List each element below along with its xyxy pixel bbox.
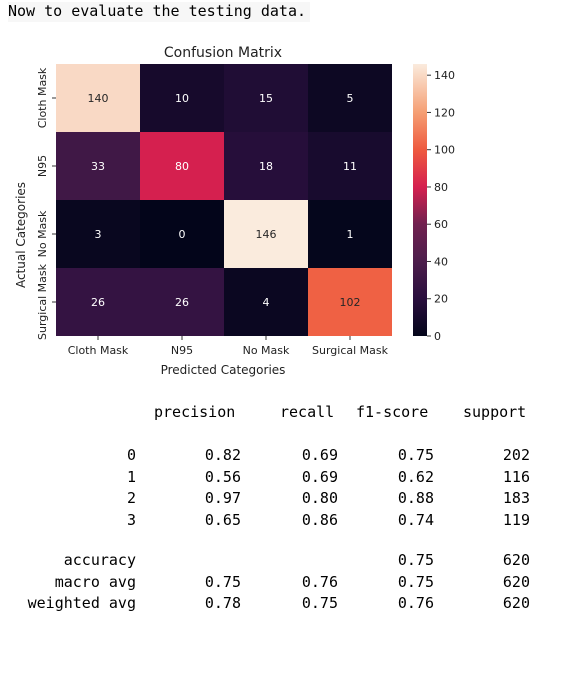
x-tick-labels: Cloth Mask N95 No Mask Surgical Mask xyxy=(68,336,389,357)
heatmap-cell xyxy=(56,64,140,132)
row-label: accuracy xyxy=(63,551,136,569)
colorbar-ticks: 0 20 40 60 80 100 120 140 xyxy=(427,69,455,343)
heatmap-cell xyxy=(224,200,308,268)
report-f1-value: 0.75 xyxy=(397,551,434,569)
report-f1-value: 0.76 xyxy=(397,594,434,612)
report-f1-value: 0.62 xyxy=(397,467,434,486)
heatmap-cells: 140 10 15 5 33 80 18 11 3 0 146 1 26 26 4 102 xyxy=(56,64,392,336)
header-f1-score: f1-score xyxy=(356,403,429,421)
heatmap-cell xyxy=(308,132,392,200)
report-precision-value: 0.65 xyxy=(204,510,241,529)
colorbar-tick-label: 80 xyxy=(434,181,448,194)
cell-value-label: 11 xyxy=(343,160,357,173)
heatmap-cell xyxy=(140,64,224,132)
report-recall-value: 0.80 xyxy=(301,489,338,507)
report-precision-value: 0.56 xyxy=(204,467,241,486)
cell-value-label: 33 xyxy=(91,160,105,173)
report-recall-value: 0.75 xyxy=(301,594,338,612)
report-recall-value: 0.76 xyxy=(301,572,338,591)
report-f1-value: 0.75 xyxy=(397,446,434,464)
report-f1-value: 0.88 xyxy=(397,489,434,507)
cell-value-label: 5 xyxy=(347,92,354,105)
cell-value-label: 1 xyxy=(347,228,354,241)
heatmap-cell xyxy=(56,200,140,268)
y-tick-label: Cloth Mask xyxy=(36,67,49,128)
heatmap-cell xyxy=(140,268,224,336)
cell-value-label: 18 xyxy=(259,160,273,173)
colorbar-tick-label: 20 xyxy=(434,293,448,306)
x-tick-label: No Mask xyxy=(243,344,290,357)
colorbar-tick-label: 140 xyxy=(434,69,455,82)
colorbar-tick-label: 120 xyxy=(434,106,455,119)
x-tick-label: Cloth Mask xyxy=(68,344,129,357)
colorbar-tick-label: 60 xyxy=(434,218,448,231)
heatmap-cell xyxy=(224,64,308,132)
cell-value-label: 80 xyxy=(175,160,189,173)
cell-value-label: 15 xyxy=(259,92,273,105)
report-support-value: 119 xyxy=(502,510,530,529)
report-precision-value: 0.78 xyxy=(204,594,241,612)
row-label: 3 xyxy=(126,510,136,529)
heatmap-cell xyxy=(56,132,140,200)
cell-value-label: 146 xyxy=(256,228,277,241)
classification-report: precision recall f1-score support 0 0.82 0… xyxy=(0,395,570,635)
heatmap-cell xyxy=(56,268,140,336)
row-label: 0 xyxy=(126,446,136,464)
report-f1-value: 0.75 xyxy=(397,572,434,591)
y-axis-label: Actual Categories xyxy=(14,182,28,288)
report-support-value: 183 xyxy=(502,489,530,507)
heatmap-cell xyxy=(308,268,392,336)
heatmap-cell xyxy=(140,200,224,268)
header-support: support xyxy=(463,403,527,421)
header-recall: recall xyxy=(280,403,335,421)
row-label: macro avg xyxy=(54,572,136,591)
y-tick-label: N95 xyxy=(36,155,49,177)
report-support-value: 620 xyxy=(502,551,530,569)
row-label: 1 xyxy=(126,467,136,486)
y-tick-label: No Mask xyxy=(36,210,49,257)
colorbar-tick-label: 0 xyxy=(434,330,441,343)
y-tick-labels: Cloth Mask N95 No Mask Surgical Mask xyxy=(36,67,56,340)
report-f1-value: 0.74 xyxy=(397,510,434,529)
heatmap-cell xyxy=(224,268,308,336)
heatmap-cell xyxy=(308,200,392,268)
colorbar xyxy=(413,64,427,336)
header-precision: precision xyxy=(154,403,236,421)
cell-value-label: 26 xyxy=(175,296,189,309)
cell-value-label: 10 xyxy=(175,92,189,105)
report-recall-value: 0.86 xyxy=(301,510,338,529)
heatmap-cell xyxy=(224,132,308,200)
report-support-value: 116 xyxy=(502,467,530,486)
cell-value-label: 0 xyxy=(179,228,186,241)
x-axis-label: Predicted Categories xyxy=(161,363,286,377)
report-support-value: 620 xyxy=(502,594,530,612)
report-recall-value: 0.69 xyxy=(301,467,338,486)
report-support-value: 202 xyxy=(502,446,530,464)
confusion-matrix-figure: Confusion Matrix 140 10 15 533 80 18 113 0 146 12… xyxy=(14,45,455,377)
heatmap-cell xyxy=(308,64,392,132)
report-recall-value: 0.69 xyxy=(301,446,338,464)
x-tick-label: Surgical Mask xyxy=(312,344,389,357)
y-tick-label: Surgical Mask xyxy=(36,263,49,340)
cell-value-label: 26 xyxy=(91,296,105,309)
x-tick-label: N95 xyxy=(171,344,193,357)
chart-title: Confusion Matrix xyxy=(164,45,282,61)
colorbar-tick-label: 100 xyxy=(434,144,455,157)
cell-value-label: 102 xyxy=(340,296,361,309)
report-precision-value: 0.82 xyxy=(204,446,241,464)
report-support-value: 620 xyxy=(502,572,530,591)
row-label: 2 xyxy=(126,489,136,507)
cell-intro-text: Now to evaluate the testing data. xyxy=(8,2,311,22)
report-precision-value: 0.97 xyxy=(204,489,241,507)
colorbar-tick-label: 40 xyxy=(434,255,448,268)
cell-value-label: 4 xyxy=(263,296,270,309)
cell-value-label: 140 xyxy=(88,92,109,105)
cell-value-label: 3 xyxy=(95,228,102,241)
report-precision-value: 0.75 xyxy=(204,572,241,591)
heatmap-cell xyxy=(140,132,224,200)
row-label: weighted avg xyxy=(27,594,136,612)
